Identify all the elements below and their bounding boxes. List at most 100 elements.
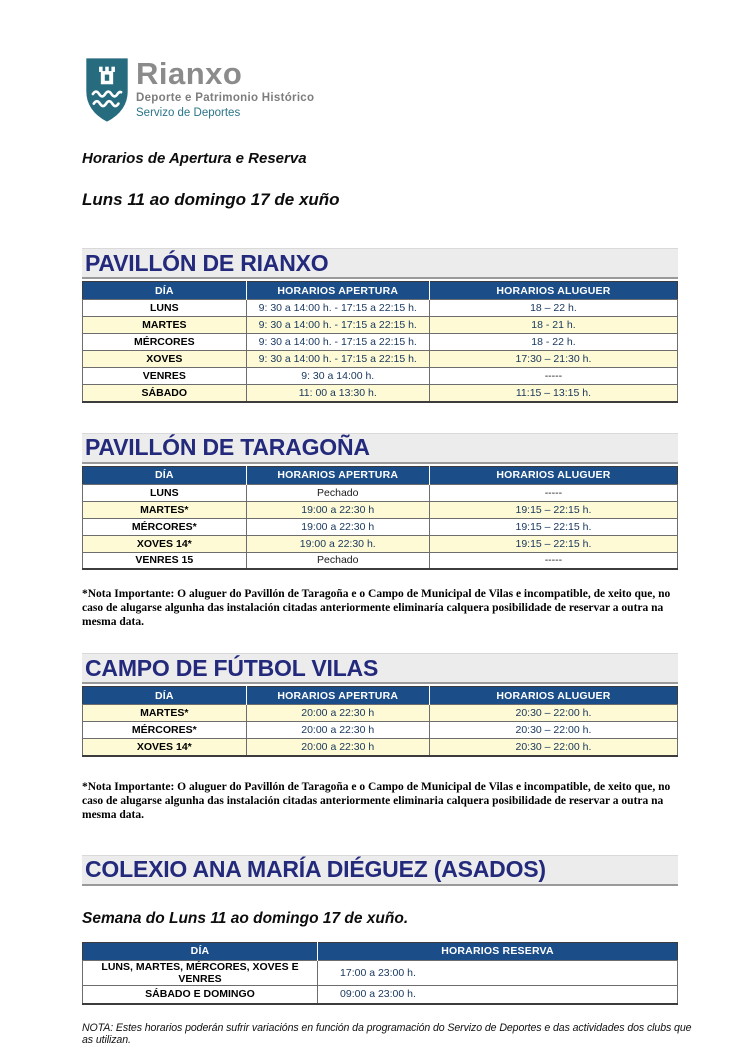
day-cell: VENRES 15	[82, 551, 247, 570]
apertura-cell: 9: 30 a 14:00 h.	[245, 367, 430, 385]
day-cell: SÁBADO E DOMINGO	[81, 984, 319, 1005]
table-row: LUNS 9: 30 a 14:00 h. - 17:15 a 22:15 h.…	[82, 299, 679, 317]
day-cell: SÁBADO	[82, 384, 247, 402]
section-title: CAMPO DE FÚTBOL VILAS	[85, 654, 379, 681]
reserva-cell: 17:00 a 23:00 h.	[317, 959, 678, 986]
table-row: XOVES 14* 19:00 a 22:30 h. 19:15 – 22:15…	[82, 534, 679, 553]
table-row: MÉRCORES* 20:00 a 22:30 h 20:30 – 22:00 …	[82, 721, 679, 740]
column-header-aluguer: HORARIOS ALUGUER	[428, 466, 678, 484]
aluguer-cell: 11:15 – 13:15 h.	[428, 384, 679, 402]
aluguer-cell: 19:15 – 22:15 h.	[428, 500, 679, 519]
logo-text-block: Rianxo Deporte e Patrimonio Histórico Se…	[136, 57, 314, 119]
column-header-dia: DÍA	[82, 686, 247, 705]
day-cell: MARTES	[82, 316, 247, 334]
column-header-reserva: HORARIOS RESERVA	[317, 942, 678, 961]
aluguer-cell: 17:30 – 21:30 h.	[428, 350, 679, 368]
rianxo-logo: Rianxo Deporte e Patrimonio Histórico Se…	[85, 57, 750, 123]
apertura-cell: 20:00 a 22:30 h	[245, 721, 430, 740]
apertura-cell: 19:00 a 22:30 h	[245, 517, 430, 536]
logo-service: Servizo de Deportes	[136, 107, 241, 119]
footer-nota: NOTA: Estes horarios poderán sufrir vari…	[82, 1021, 692, 1046]
table-row: LUNS, MARTES, MÉRCORES, XOVES E VENRES 1…	[81, 959, 678, 986]
logo-wordmark: Rianxo	[136, 56, 243, 91]
table-row: SÁBADO 11: 00 a 13:30 h. 11:15 – 13:15 h…	[82, 384, 679, 402]
apertura-cell: Pechado	[245, 551, 430, 570]
table-row: MARTES 9: 30 a 14:00 h. - 17:15 a 22:15 …	[82, 316, 679, 334]
apertura-cell: 20:00 a 22:30 h	[245, 704, 430, 723]
table-header-row: DÍA HORARIOS RESERVA	[82, 942, 678, 961]
aluguer-cell: 18 - 21 h.	[428, 316, 679, 334]
aluguer-cell: 20:30 – 22:00 h.	[428, 738, 679, 757]
reserva-cell: 09:00 a 23:00 h.	[317, 984, 678, 1005]
day-cell: XOVES 14*	[82, 738, 247, 757]
apertura-cell: 9: 30 a 14:00 h. - 17:15 a 22:15 h.	[245, 350, 430, 368]
table-row: MARTES* 19:00 a 22:30 h 19:15 – 22:15 h.	[82, 500, 679, 519]
day-cell: XOVES	[82, 350, 247, 368]
apertura-cell: 11: 00 a 13:30 h.	[245, 384, 430, 402]
aluguer-cell: -----	[428, 551, 679, 570]
table-row: VENRES 9: 30 a 14:00 h. -----	[82, 367, 679, 385]
table-row: XOVES 14* 20:00 a 22:30 h 20:30 – 22:00 …	[82, 738, 679, 757]
aluguer-cell: 20:30 – 22:00 h.	[428, 721, 679, 740]
aluguer-cell: 19:15 – 22:15 h.	[428, 534, 679, 553]
day-cell: LUNS	[82, 483, 247, 502]
vilas-schedule-table: DÍA HORARIOS APERTURA HORARIOS ALUGUER M…	[82, 686, 679, 757]
day-cell: MARTES*	[82, 500, 247, 519]
column-header-aluguer: HORARIOS ALUGUER	[428, 686, 678, 705]
logo-department: Deporte e Patrimonio Histórico	[136, 92, 315, 104]
day-cell: LUNS, MARTES, MÉRCORES, XOVES E VENRES	[81, 959, 319, 986]
table-row: MARTES* 20:00 a 22:30 h 20:30 – 22:00 h.	[82, 704, 679, 723]
aluguer-cell: -----	[428, 367, 679, 385]
column-header-apertura: HORARIOS APERTURA	[245, 281, 430, 300]
table-row: MÉRCORES* 19:00 a 22:30 h 19:15 – 22:15 …	[82, 517, 679, 536]
apertura-cell: 20:00 a 22:30 h	[245, 738, 430, 757]
section-header-pavillon-rianxo: PAVILLÓN DE RIANXO	[82, 248, 678, 279]
column-header-dia: DÍA	[82, 466, 247, 484]
day-cell: XOVES 14*	[82, 534, 247, 553]
aluguer-cell: 19:15 – 22:15 h.	[428, 517, 679, 536]
column-header-apertura: HORARIOS APERTURA	[245, 686, 430, 705]
table-row: MÉRCORES 9: 30 a 14:00 h. - 17:15 a 22:1…	[82, 333, 679, 351]
apertura-cell: 19:00 a 22:30 h.	[245, 534, 430, 553]
day-cell: MÉRCORES*	[82, 517, 247, 536]
section-title: COLEXIO ANA MARÍA DIÉGUEZ (ASADOS)	[85, 856, 546, 883]
table-row: XOVES 9: 30 a 14:00 h. - 17:15 a 22:15 h…	[82, 350, 679, 368]
aluguer-cell: -----	[428, 483, 679, 502]
section-title: PAVILLÓN DE TARAGOÑA	[85, 434, 370, 460]
colexio-date-range: Semana do Luns 11 ao domingo 17 de xuño.	[82, 909, 409, 927]
column-header-apertura: HORARIOS APERTURA	[245, 466, 430, 484]
aluguer-cell: 20:30 – 22:00 h.	[428, 704, 679, 723]
day-cell: VENRES	[82, 367, 247, 385]
rianxo-shield-icon	[86, 58, 128, 122]
day-cell: LUNS	[82, 299, 247, 317]
section-header-campo-vilas: CAMPO DE FÚTBOL VILAS	[82, 653, 678, 685]
column-header-aluguer: HORARIOS ALUGUER	[428, 281, 678, 300]
section-title: PAVILLÓN DE RIANXO	[85, 249, 329, 276]
apertura-cell: 9: 30 a 14:00 h. - 17:15 a 22:15 h.	[245, 333, 430, 351]
apertura-cell: 9: 30 a 14:00 h. - 17:15 a 22:15 h.	[245, 316, 430, 334]
taragona-schedule-table: DÍA HORARIOS APERTURA HORARIOS ALUGUER L…	[82, 465, 679, 570]
apertura-cell: Pechado	[245, 483, 430, 502]
column-header-dia: DÍA	[82, 281, 247, 300]
table-row: VENRES 15 Pechado -----	[82, 551, 679, 570]
day-cell: MÉRCORES	[82, 333, 247, 351]
table-row: LUNS Pechado -----	[82, 483, 679, 502]
table-header-row: DÍA HORARIOS APERTURA HORARIOS ALUGUER	[82, 466, 678, 484]
document-date-range: Luns 11 ao domingo 17 de xuño	[82, 190, 340, 209]
day-cell: MARTES*	[82, 704, 247, 723]
section-header-pavillon-taragona: PAVILLÓN DE TARAGOÑA	[82, 432, 678, 464]
apertura-cell: 19:00 a 22:30 h	[245, 500, 430, 519]
important-note-taragona: *Nota Importante: O aluguer do Pavillón …	[82, 588, 671, 629]
column-header-dia: DÍA	[82, 942, 318, 961]
colexio-reserva-table: DÍA HORARIOS RESERVA LUNS, MARTES, MÉRCO…	[81, 941, 678, 1005]
rianxo-schedule-table: DÍA HORARIOS APERTURA HORARIOS ALUGUER L…	[82, 281, 679, 403]
important-note-vilas: *Nota Importante: O aluguer do Pavillón …	[82, 780, 671, 821]
table-header-row: DÍA HORARIOS APERTURA HORARIOS ALUGUER	[82, 281, 678, 300]
apertura-cell: 9: 30 a 14:00 h. - 17:15 a 22:15 h.	[245, 299, 430, 317]
section-header-colexio: COLEXIO ANA MARÍA DIÉGUEZ (ASADOS)	[82, 854, 678, 886]
aluguer-cell: 18 – 22 h.	[428, 299, 679, 317]
document-title: Horarios de Apertura e Reserva	[82, 150, 307, 167]
aluguer-cell: 18 - 22 h.	[428, 333, 679, 351]
table-row: SÁBADO E DOMINGO 09:00 a 23:00 h.	[81, 984, 678, 1005]
